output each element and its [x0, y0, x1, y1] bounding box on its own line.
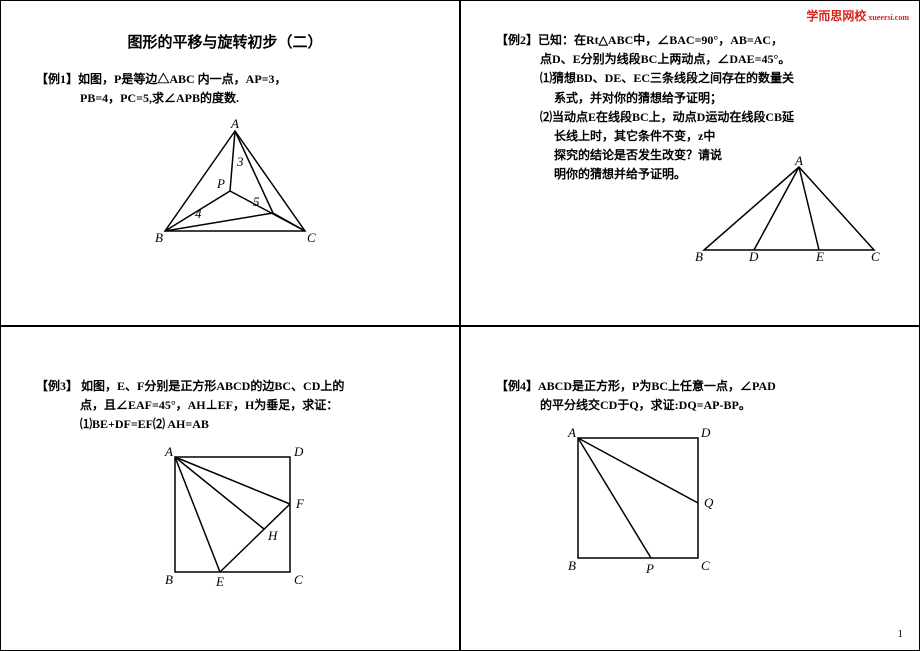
problem-3: 【例3】 如图，E、F分别是正方形ABCD的边BC、CD上的 点，且∠EAF=4…	[36, 377, 434, 435]
svg-text:A: A	[164, 444, 173, 459]
problem-1-line1: 如图，P是等边△ABC 内一点，AP=3，	[78, 72, 287, 86]
svg-text:C: C	[871, 249, 880, 264]
svg-text:A: A	[567, 425, 576, 440]
watermark-sub: xueersi.com	[868, 13, 909, 22]
svg-text:E: E	[815, 249, 824, 264]
svg-text:P: P	[645, 561, 654, 576]
page-grid: 图形的平移与旋转初步（二） 【例1】如图，P是等边△ABC 内一点，AP=3， …	[0, 0, 920, 651]
svg-text:H: H	[267, 528, 278, 543]
problem-2-line2: 点D、E分别为线段BC上两动点，∠DAE=45°。	[496, 50, 894, 69]
svg-text:B: B	[568, 558, 576, 573]
watermark: 学而思网校xueersi.com	[806, 7, 909, 24]
svg-text:C: C	[307, 230, 316, 245]
cell-1: 图形的平移与旋转初步（二） 【例1】如图，P是等边△ABC 内一点，AP=3， …	[0, 0, 460, 326]
svg-text:A: A	[230, 116, 239, 131]
problem-2-sub2: ⑵当动点E在线段BC上，动点D运动在线段CB延	[496, 108, 894, 127]
svg-text:3: 3	[236, 154, 244, 169]
page-title: 图形的平移与旋转初步（二）	[16, 31, 434, 52]
figure-3: A D B C E F H	[150, 442, 320, 592]
svg-text:4: 4	[195, 206, 202, 221]
figure-4: A D B C P Q	[556, 423, 726, 583]
problem-4: 【例4】ABCD是正方形，P为BC上任意一点，∠PAD 的平分线交CD于Q，求证…	[496, 377, 894, 415]
problem-3-line1: 如图，E、F分别是正方形ABCD的边BC、CD上的	[81, 379, 344, 393]
cell-3: 【例3】 如图，E、F分别是正方形ABCD的边BC、CD上的 点，且∠EAF=4…	[0, 326, 460, 651]
figure-4-wrap: A D B C P Q	[496, 423, 894, 583]
svg-text:D: D	[700, 425, 711, 440]
problem-2-label: 【例2】	[496, 33, 538, 47]
cell-2: 学而思网校xueersi.com 【例2】已知：在Rt△ABC中，∠BAC=90…	[460, 0, 920, 326]
svg-text:B: B	[695, 249, 703, 264]
problem-3-line2: 点，且∠EAF=45°，AH⊥EF，H为垂足，求证：	[36, 396, 434, 415]
problem-3-label: 【例3】	[36, 379, 78, 393]
svg-text:Q: Q	[704, 495, 714, 510]
svg-text:F: F	[295, 496, 305, 511]
figure-1-wrap: A B C P 3 4 5	[36, 116, 434, 256]
svg-text:B: B	[155, 230, 163, 245]
problem-4-label: 【例4】	[496, 379, 538, 393]
svg-text:5: 5	[253, 194, 260, 209]
figure-2: A B D E C	[689, 155, 889, 265]
problem-2-sub1: ⑴猜想BD、DE、EC三条线段之间存在的数量关	[496, 69, 894, 88]
svg-text:C: C	[294, 572, 303, 587]
svg-text:D: D	[748, 249, 759, 264]
svg-text:B: B	[165, 572, 173, 587]
svg-text:P: P	[216, 176, 225, 191]
svg-text:A: A	[794, 155, 803, 168]
watermark-main: 学而思网校	[806, 9, 866, 23]
cell-4: 【例4】ABCD是正方形，P为BC上任意一点，∠PAD 的平分线交CD于Q，求证…	[460, 326, 920, 651]
problem-2-line1: 已知：在Rt△ABC中，∠BAC=90°，AB=AC，	[538, 33, 783, 47]
problem-1: 【例1】如图，P是等边△ABC 内一点，AP=3， PB=4，PC=5,求∠AP…	[36, 70, 434, 108]
svg-text:D: D	[293, 444, 304, 459]
problem-1-label: 【例1】	[36, 72, 78, 86]
problem-2-sub2b: 长线上时，其它条件不变，z中	[496, 127, 894, 146]
svg-text:E: E	[215, 574, 224, 589]
figure-1: A B C P 3 4 5	[135, 116, 335, 256]
problem-4-line1: ABCD是正方形，P为BC上任意一点，∠PAD	[538, 379, 776, 393]
problem-4-line2: 的平分线交CD于Q，求证:DQ=AP-BP。	[496, 396, 894, 415]
problem-1-line2: PB=4，PC=5,求∠APB的度数.	[36, 89, 434, 108]
problem-3-sub1: ⑴BE+DF=EF⑵ AH=AB	[36, 415, 434, 434]
svg-text:C: C	[701, 558, 710, 573]
figure-3-wrap: A D B C E F H	[36, 442, 434, 592]
problem-2-sub1b: 系式，并对你的猜想给予证明；	[496, 89, 894, 108]
page-number: 1	[898, 628, 904, 640]
